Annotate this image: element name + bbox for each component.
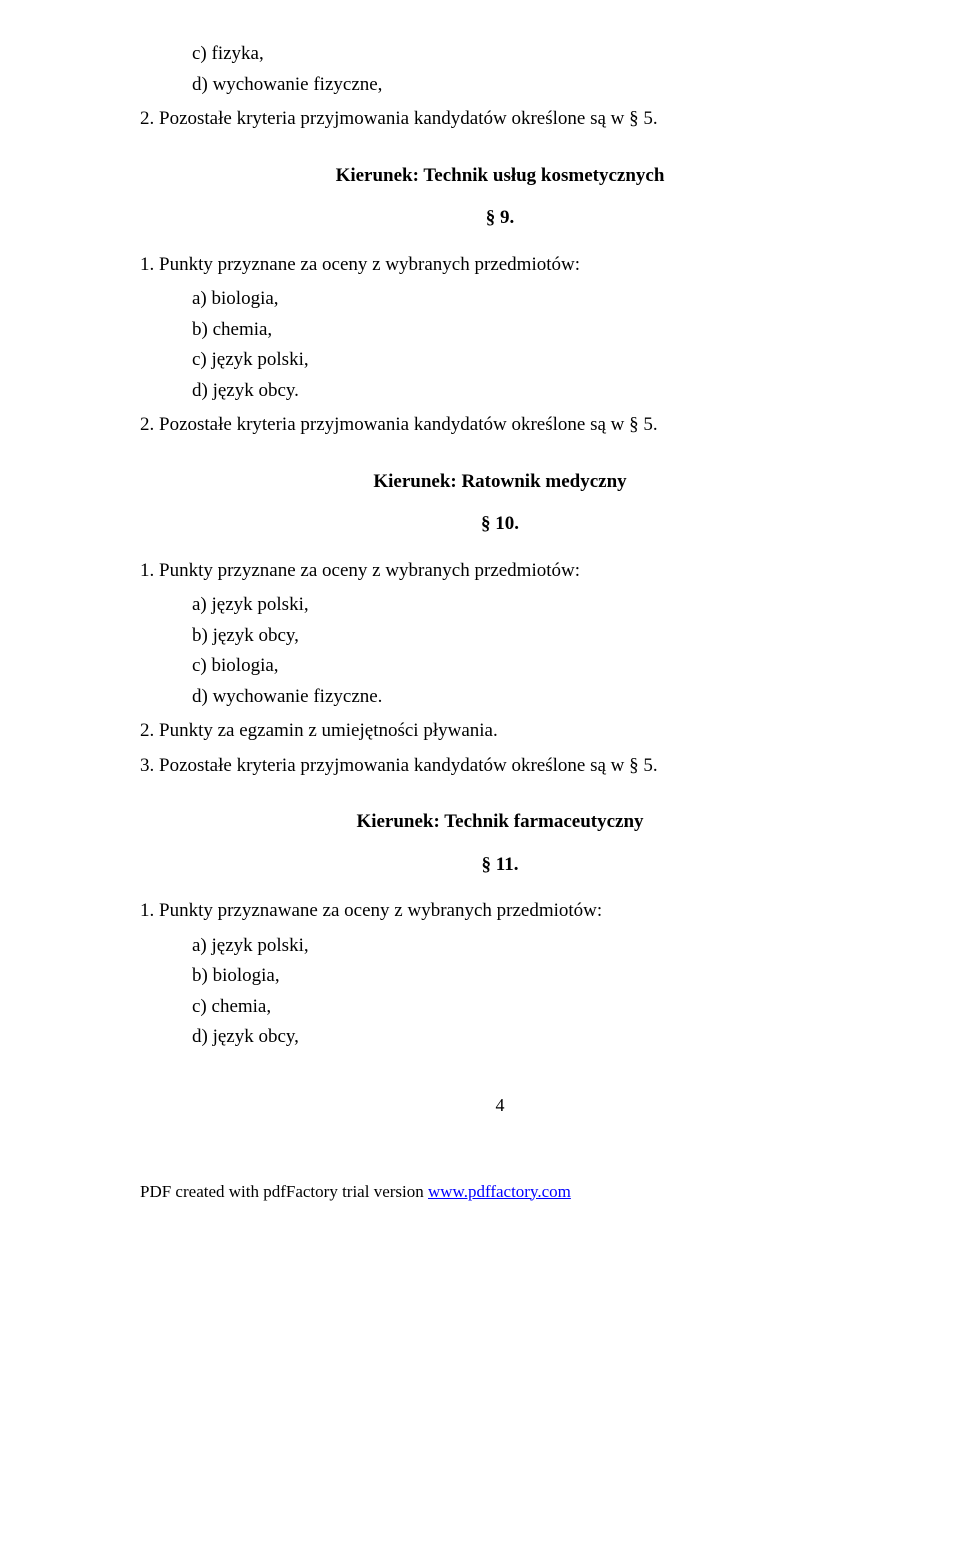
numbered-item: 2. Pozostałe kryteria przyjmowania kandy…: [140, 411, 860, 440]
list-item: d) wychowanie fizyczne,: [192, 71, 860, 100]
list-item: c) język polski,: [192, 346, 860, 375]
s9-sublist: a) biologia, b) chemia, c) język polski,…: [140, 285, 860, 405]
numbered-item: 1. Punkty przyznane za oceny z wybranych…: [140, 251, 860, 280]
top-numbered: 2. Pozostałe kryteria przyjmowania kandy…: [140, 105, 860, 134]
list-item: d) wychowanie fizyczne.: [192, 683, 860, 712]
numbered-item: 3. Pozostałe kryteria przyjmowania kandy…: [140, 752, 860, 781]
list-item: a) język polski,: [192, 932, 860, 961]
numbered-item: 2. Punkty za egzamin z umiejętności pływ…: [140, 717, 860, 746]
numbered-item: 2. Pozostałe kryteria przyjmowania kandy…: [140, 105, 860, 134]
list-item: a) język polski,: [192, 591, 860, 620]
list-item: c) fizyka,: [192, 40, 860, 69]
section-heading-11: Kierunek: Technik farmaceutyczny: [140, 808, 860, 837]
section-number-10: § 10.: [140, 510, 860, 539]
s10-numbered-2: 2. Punkty za egzamin z umiejętności pływ…: [140, 717, 860, 780]
footer-link[interactable]: www.pdffactory.com: [428, 1182, 571, 1201]
list-item: a) biologia,: [192, 285, 860, 314]
list-item: d) język obcy.: [192, 377, 860, 406]
section-number-9: § 9.: [140, 204, 860, 233]
list-item: b) chemia,: [192, 316, 860, 345]
list-item: c) chemia,: [192, 993, 860, 1022]
top-sublist: c) fizyka, d) wychowanie fizyczne,: [140, 40, 860, 99]
section-heading-9: Kierunek: Technik usług kosmetycznych: [140, 162, 860, 191]
footer-prefix: PDF created with pdfFactory trial versio…: [140, 1182, 428, 1201]
list-item: b) biologia,: [192, 962, 860, 991]
s11-sublist: a) język polski, b) biologia, c) chemia,…: [140, 932, 860, 1052]
s10-numbered: 1. Punkty przyznane za oceny z wybranych…: [140, 557, 860, 586]
s11-numbered: 1. Punkty przyznawane za oceny z wybrany…: [140, 897, 860, 926]
s9-numbered: 1. Punkty przyznane za oceny z wybranych…: [140, 251, 860, 280]
page-number: 4: [140, 1092, 860, 1119]
pdf-footer: PDF created with pdfFactory trial versio…: [140, 1179, 860, 1205]
numbered-item: 1. Punkty przyznawane za oceny z wybrany…: [140, 897, 860, 926]
section-number-11: § 11.: [140, 851, 860, 880]
section-heading-10: Kierunek: Ratownik medyczny: [140, 468, 860, 497]
list-item: d) język obcy,: [192, 1023, 860, 1052]
numbered-item: 1. Punkty przyznane za oceny z wybranych…: [140, 557, 860, 586]
list-item: b) język obcy,: [192, 622, 860, 651]
s9-numbered-2: 2. Pozostałe kryteria przyjmowania kandy…: [140, 411, 860, 440]
list-item: c) biologia,: [192, 652, 860, 681]
s10-sublist: a) język polski, b) język obcy, c) biolo…: [140, 591, 860, 711]
